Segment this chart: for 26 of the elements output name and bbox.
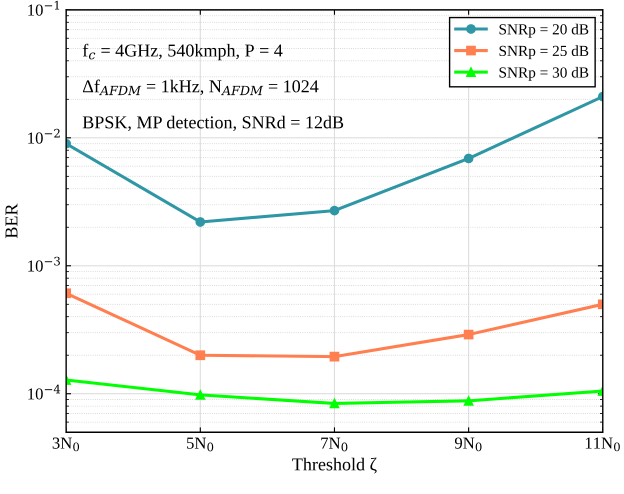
y-tick-label: 10$^{−2}$ bbox=[28, 128, 60, 144]
x-tick-label: 5N$_{0}$ bbox=[187, 438, 214, 452]
legend-label: SNRp = 20 dB bbox=[500, 24, 588, 38]
y-axis-title: BER bbox=[6, 204, 18, 238]
x-tick-label: 11N$_{0}$ bbox=[586, 438, 620, 452]
annotation: f$_{c}$ = 4GHz, 540kmph, P = 4 bbox=[82, 44, 283, 60]
y-tick-label: 10$^{−1}$ bbox=[28, 0, 60, 16]
x-tick-label: 9N$_{0}$ bbox=[454, 438, 482, 452]
point bbox=[464, 154, 474, 164]
y-tick-label: 10$^{−4}$ bbox=[28, 384, 60, 400]
legend-label: SNRp = 25 dB bbox=[500, 45, 588, 60]
point bbox=[464, 330, 474, 340]
point bbox=[464, 396, 474, 406]
legend-label: SNRp = 30 dB bbox=[500, 66, 588, 81]
x-axis-title: Threshold ζ bbox=[292, 458, 377, 474]
point bbox=[330, 352, 340, 362]
point bbox=[195, 390, 206, 400]
point bbox=[195, 217, 206, 227]
x-tick-label: 7N$_{0}$ bbox=[321, 438, 348, 452]
point bbox=[330, 398, 340, 408]
x-tick-label: 3N$_{0}$ bbox=[52, 438, 80, 452]
point bbox=[195, 350, 206, 360]
point bbox=[330, 206, 340, 216]
annotation: BPSK, MP detection, SNRd = 12dB bbox=[82, 116, 344, 132]
annotation: Δf$_{AFDM}$ = 1kHz, N$_{AFDM}$ = 1024 bbox=[82, 80, 318, 96]
y-tick-label: 10$^{−3}$ bbox=[28, 256, 60, 272]
